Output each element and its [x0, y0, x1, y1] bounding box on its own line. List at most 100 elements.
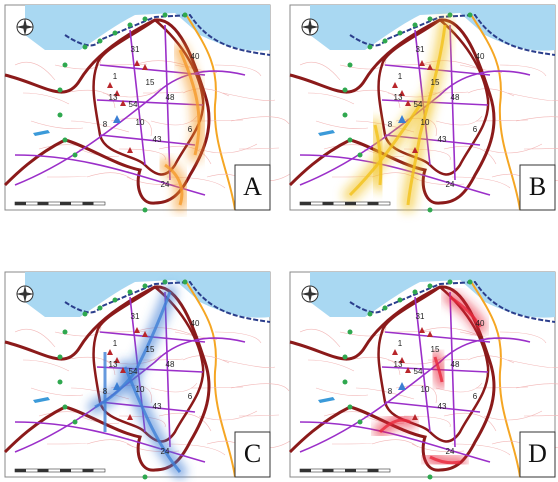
green-point	[98, 39, 103, 44]
green-point	[428, 17, 433, 22]
green-point	[383, 306, 388, 311]
district-label: 43	[153, 135, 162, 144]
green-point	[143, 17, 148, 22]
green-point	[398, 31, 403, 36]
district-label: 54	[414, 100, 423, 109]
district-label: 1	[398, 72, 403, 81]
district-label: 13	[394, 360, 403, 369]
district-label: 8	[103, 387, 108, 396]
panel-letter: D	[528, 439, 547, 468]
green-point	[368, 312, 373, 317]
district-label: 31	[416, 312, 425, 321]
green-point	[358, 153, 363, 158]
district-label: 48	[451, 93, 460, 102]
district-label: 31	[416, 45, 425, 54]
scale-seg	[323, 469, 334, 472]
district-label: 8	[103, 120, 108, 129]
district-label: 40	[476, 52, 485, 61]
district-label: 13	[109, 93, 118, 102]
scale-seg	[60, 202, 71, 205]
scale-seg	[368, 202, 379, 205]
district-label: 54	[129, 367, 138, 376]
green-point	[413, 23, 418, 28]
green-point	[58, 88, 63, 93]
district-label: 6	[473, 125, 478, 134]
scale-seg	[323, 202, 334, 205]
green-point	[83, 312, 88, 317]
green-point	[428, 475, 433, 480]
district-label: 6	[188, 392, 193, 401]
district-label: 1	[398, 339, 403, 348]
district-label: 1	[113, 72, 118, 81]
map-panel: 314011513544881043624A	[5, 5, 293, 213]
green-point	[343, 88, 348, 93]
district-label: 10	[421, 385, 430, 394]
green-point	[358, 420, 363, 425]
green-point	[348, 138, 353, 143]
district-label: 40	[191, 319, 200, 328]
scale-seg	[83, 202, 94, 205]
scale-seg	[300, 469, 311, 472]
green-point	[143, 208, 148, 213]
green-point	[58, 113, 63, 118]
district-label: 6	[188, 125, 193, 134]
green-point	[183, 13, 188, 18]
green-point	[413, 290, 418, 295]
green-point	[428, 284, 433, 289]
green-point	[63, 63, 68, 68]
district-label: 31	[131, 312, 140, 321]
scale-seg	[38, 202, 49, 205]
scale-seg	[300, 202, 311, 205]
scale-seg	[368, 469, 379, 472]
district-label: 48	[166, 93, 175, 102]
district-label: 10	[136, 385, 145, 394]
district-label: 40	[191, 52, 200, 61]
green-point	[83, 45, 88, 50]
green-point	[343, 355, 348, 360]
district-label: 8	[388, 120, 393, 129]
district-label: 48	[451, 360, 460, 369]
district-label: 10	[421, 118, 430, 127]
green-point	[113, 298, 118, 303]
green-point	[63, 405, 68, 410]
green-point	[448, 13, 453, 18]
green-point	[98, 306, 103, 311]
panel-letter: A	[243, 172, 262, 201]
district-label: 43	[438, 135, 447, 144]
district-label: 15	[431, 345, 440, 354]
district-label: 6	[473, 392, 478, 401]
green-point	[448, 280, 453, 285]
green-point	[348, 405, 353, 410]
green-point	[183, 280, 188, 285]
panel-letter: C	[244, 439, 261, 468]
district-label: 43	[153, 402, 162, 411]
district-label: 10	[136, 118, 145, 127]
green-point	[398, 298, 403, 303]
scale-seg	[345, 202, 356, 205]
district-label: 24	[446, 180, 455, 189]
green-point	[73, 153, 78, 158]
district-label: 48	[166, 360, 175, 369]
green-point	[128, 290, 133, 295]
panel-letter: B	[529, 172, 546, 201]
district-label: 54	[414, 367, 423, 376]
figure: 31 40 1 15 13 54 48 8 10 43 6 24 A 31 40 1 15 13 54 48 8 10 43…	[0, 0, 558, 482]
green-point	[163, 280, 168, 285]
district-label: 54	[129, 100, 138, 109]
map-panel: 314011513544881043624C	[5, 272, 293, 480]
green-point	[428, 208, 433, 213]
green-point	[63, 330, 68, 335]
scale-seg	[60, 469, 71, 472]
green-point	[63, 138, 68, 143]
green-point	[163, 13, 168, 18]
green-point	[113, 31, 118, 36]
green-point	[343, 380, 348, 385]
green-point	[343, 113, 348, 118]
green-point	[128, 23, 133, 28]
green-point	[348, 330, 353, 335]
scale-seg	[15, 202, 26, 205]
green-point	[468, 280, 473, 285]
green-point	[58, 380, 63, 385]
district-label: 15	[146, 78, 155, 87]
map-panel: 314011513544881043624D	[290, 272, 558, 480]
